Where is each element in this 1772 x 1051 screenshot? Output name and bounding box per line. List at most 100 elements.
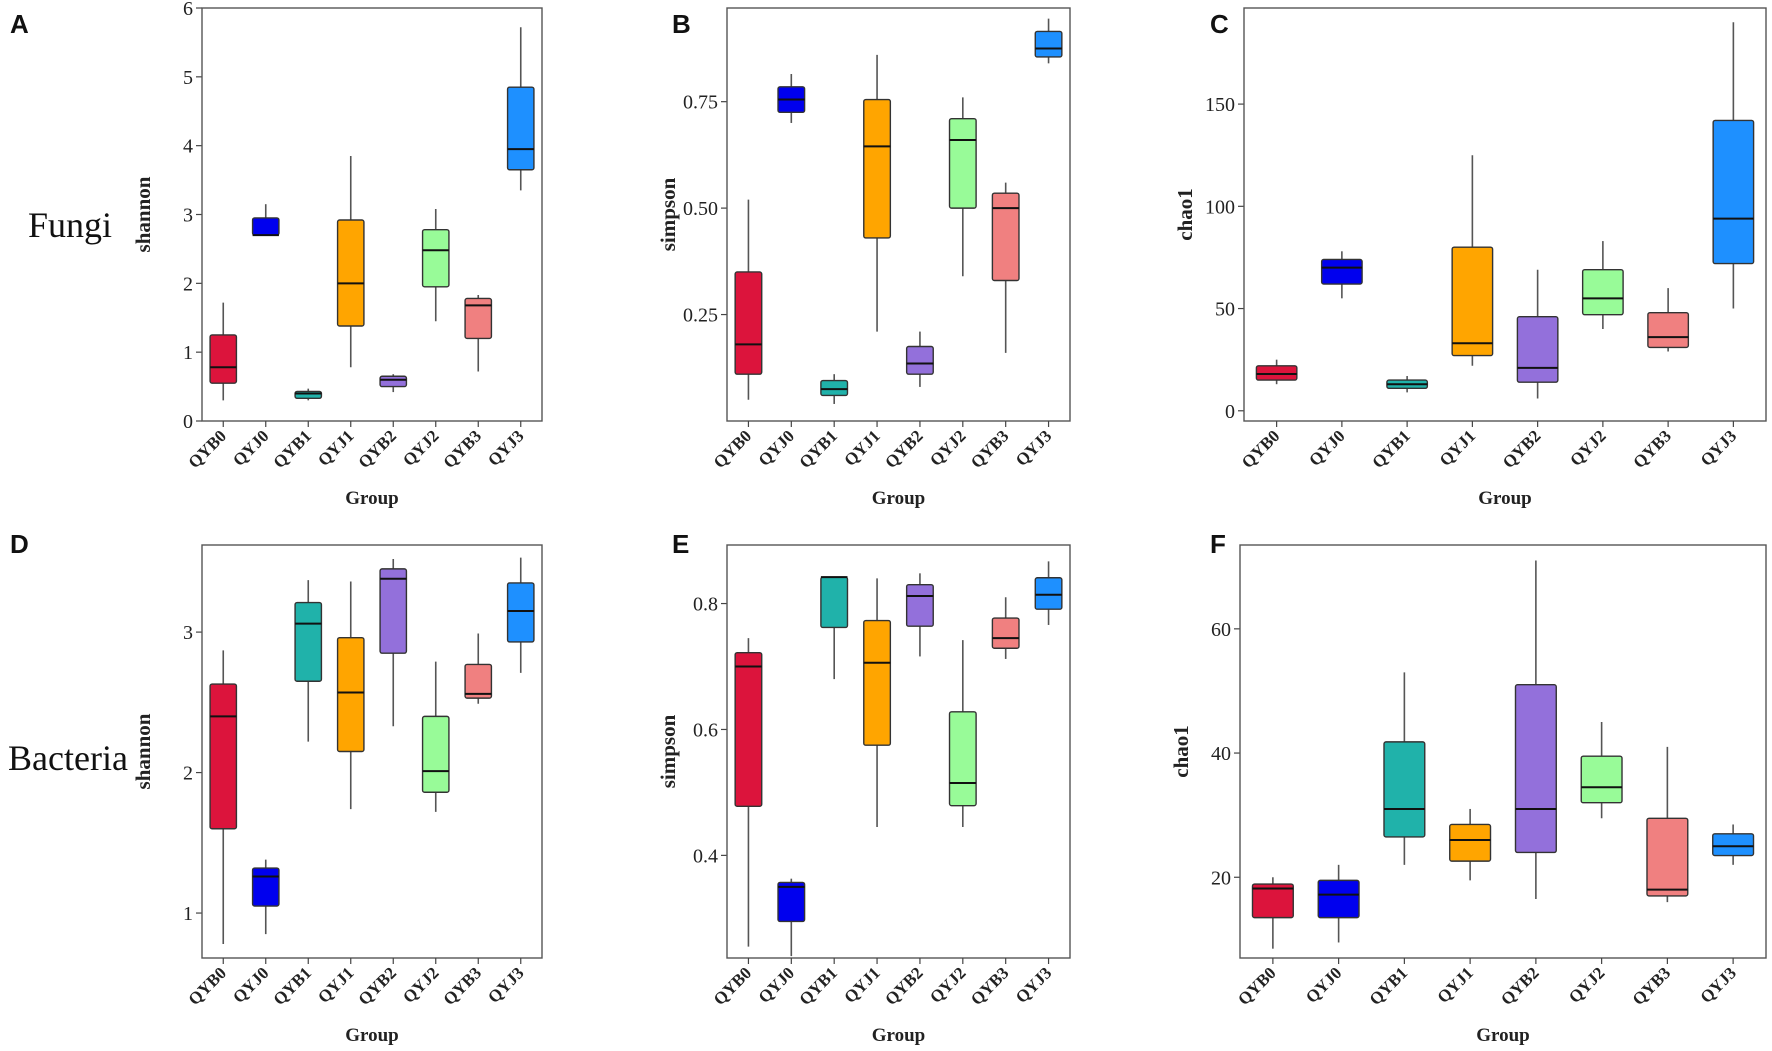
panel-c-box-qyb0 <box>1255 365 1298 381</box>
panel-b-ylabel: simpson <box>656 177 680 251</box>
panel-a-ytick-label: 0 <box>183 411 193 433</box>
panel-e-ylabel: simpson <box>656 714 680 788</box>
panel-b-xtick-label: QYJ1 <box>840 426 883 469</box>
panel-e-ytick-label: 0.6 <box>693 719 718 741</box>
panel-b-xlabel: Group <box>872 488 926 509</box>
panel-d-ytick-label: 2 <box>183 763 193 785</box>
panel-b-box-qyj3 <box>1034 30 1063 58</box>
panel-a-xtick-label: QYB3 <box>440 426 485 471</box>
panel-c-xtick-label: QYJ1 <box>1436 426 1479 469</box>
panel-a-box-qyj2 <box>421 228 450 288</box>
panel-d-box-qyb3 <box>464 663 493 699</box>
panel-d-box-qyb1 <box>294 601 323 682</box>
panel-b-box-qyb2 <box>905 345 934 375</box>
panel-d-ylabel: shannon <box>131 713 155 789</box>
panel-f-xtick-label: QYJ3 <box>1696 963 1739 1006</box>
panel-f-box-qyb0 <box>1251 883 1294 919</box>
panel-b-ytick-label: 0.25 <box>683 305 718 327</box>
panel-e-xtick-label: QYB2 <box>881 963 926 1008</box>
row-label-fungi: Fungi <box>28 205 112 245</box>
panel-e-xtick-label: QYB0 <box>710 963 755 1008</box>
panel-b-xtick-label: QYB1 <box>796 426 841 471</box>
panel-e-box-qyb2 <box>905 583 934 627</box>
panel-e-frame <box>726 544 1071 959</box>
panel-d-xtick-label: QYB0 <box>185 963 230 1008</box>
panel-c-xtick-label: QYB2 <box>1499 426 1544 471</box>
panel-a-xtick-label: QYJ3 <box>484 426 527 469</box>
panel-e-box-qyj1 <box>863 619 892 746</box>
panel-a-letter: A <box>10 9 29 39</box>
panel-f: F 20 40 60 QYB0 QYJ0 QYB1 QYJ1 QYB2 QYJ2 QYB3 QYJ3 G… <box>1169 529 1767 1046</box>
panel-b-ytick-label: 0.50 <box>683 198 718 220</box>
panel-c-box-qyb2 <box>1516 316 1559 383</box>
panel-f-box-qyb1 <box>1383 741 1426 838</box>
panel-e-xlabel: Group <box>872 1025 926 1046</box>
panel-c-xtick-label: QYJ3 <box>1697 426 1740 469</box>
panel-a-xtick-label: QYJ2 <box>399 426 442 469</box>
panel-b-box-qyb1 <box>820 379 849 397</box>
panel-a-xtick-label: QYJ0 <box>229 426 272 469</box>
panel-c-ytick-label: 50 <box>1215 299 1235 321</box>
panel-d-letter: D <box>10 529 29 559</box>
panel-c-box-qyj0 <box>1320 258 1363 285</box>
panel-d-box-qyb2 <box>379 568 408 654</box>
panel-a-box-qyb2 <box>379 375 408 388</box>
panel-f-box-qyj0 <box>1317 879 1360 919</box>
panel-e-xtick-label: QYJ1 <box>840 963 883 1006</box>
panel-a-box-qyj1 <box>336 219 365 327</box>
panel-e-box-qyj2 <box>948 711 977 807</box>
panel-d-xtick-label: QYJ3 <box>484 963 527 1006</box>
panel-a-box-qyb1 <box>294 390 323 399</box>
panel-a-box-qyb0 <box>209 334 238 384</box>
panel-c-xtick-label: QYB0 <box>1238 426 1283 471</box>
panel-a-ytick-label: 3 <box>183 205 193 227</box>
panel-a-xtick-label: QYJ1 <box>314 426 357 469</box>
panel-d-xtick-label: QYJ1 <box>314 963 357 1006</box>
panel-f-xtick-label: QYJ1 <box>1433 963 1476 1006</box>
panel-a-ylabel: shannon <box>131 176 155 252</box>
panel-f-box-qyj2 <box>1580 755 1623 804</box>
panel-c-box-qyj3 <box>1712 119 1755 265</box>
panel-b-letter: B <box>672 9 691 39</box>
panel-d-box-qyj3 <box>506 582 535 643</box>
panel-f-xtick-label: QYB2 <box>1497 963 1542 1008</box>
panel-a-ytick-label: 5 <box>183 67 193 89</box>
panel-e-box-qyb1 <box>820 576 849 629</box>
panel-b-box-qyb0 <box>734 271 763 375</box>
panel-c-frame <box>1243 7 1767 422</box>
panel-f-box-qyj1 <box>1449 823 1492 862</box>
panel-f-xtick-label: QYB0 <box>1234 963 1279 1008</box>
row-label-bacteria: Bacteria <box>8 738 128 778</box>
panel-b-xtick-label: QYJ2 <box>926 426 969 469</box>
panel-a-ytick-label: 6 <box>183 0 193 20</box>
panel-c-ytick-label: 0 <box>1225 401 1235 423</box>
panel-f-ytick-label: 40 <box>1211 743 1231 765</box>
panel-d-frame <box>201 544 543 959</box>
panel-e-ytick-label: 0.8 <box>693 594 718 616</box>
panel-a-xtick-label: QYB0 <box>185 426 230 471</box>
panel-d-xtick-label: QYB3 <box>440 963 485 1008</box>
panel-b-xtick-label: QYB3 <box>967 426 1012 471</box>
panel-b-box-qyb3 <box>991 192 1020 282</box>
panel-d-box-qyj0 <box>251 867 280 907</box>
panel-e-box-qyb3 <box>991 617 1020 649</box>
panel-d-ytick-label: 3 <box>183 622 193 644</box>
panel-e-box-qyj3 <box>1034 577 1063 610</box>
panel-f-box-qyb2 <box>1514 684 1557 854</box>
panel-c-ytick-label: 150 <box>1205 94 1235 116</box>
panel-e-xtick-label: QYB1 <box>796 963 841 1008</box>
panel-a-xlabel: Group <box>345 488 399 509</box>
panel-c: C 0 50 100 150 QYB0 QYJ0 QYB1 QYJ1 QYB2 QYJ2 QYB3 QY… <box>1173 7 1767 509</box>
panel-f-xtick-label: QYJ2 <box>1565 963 1608 1006</box>
panel-b-ytick-label: 0.75 <box>683 92 718 114</box>
panel-b-box-qyj1 <box>863 98 892 239</box>
panel-d-xtick-label: QYB1 <box>270 963 315 1008</box>
panel-b-xtick-label: QYB2 <box>881 426 926 471</box>
panel-f-xtick-label: QYJ0 <box>1302 963 1345 1006</box>
panel-a-box-qyj3 <box>506 86 535 171</box>
panel-a-ytick-label: 2 <box>183 273 193 295</box>
panel-f-ytick-label: 60 <box>1211 619 1231 641</box>
